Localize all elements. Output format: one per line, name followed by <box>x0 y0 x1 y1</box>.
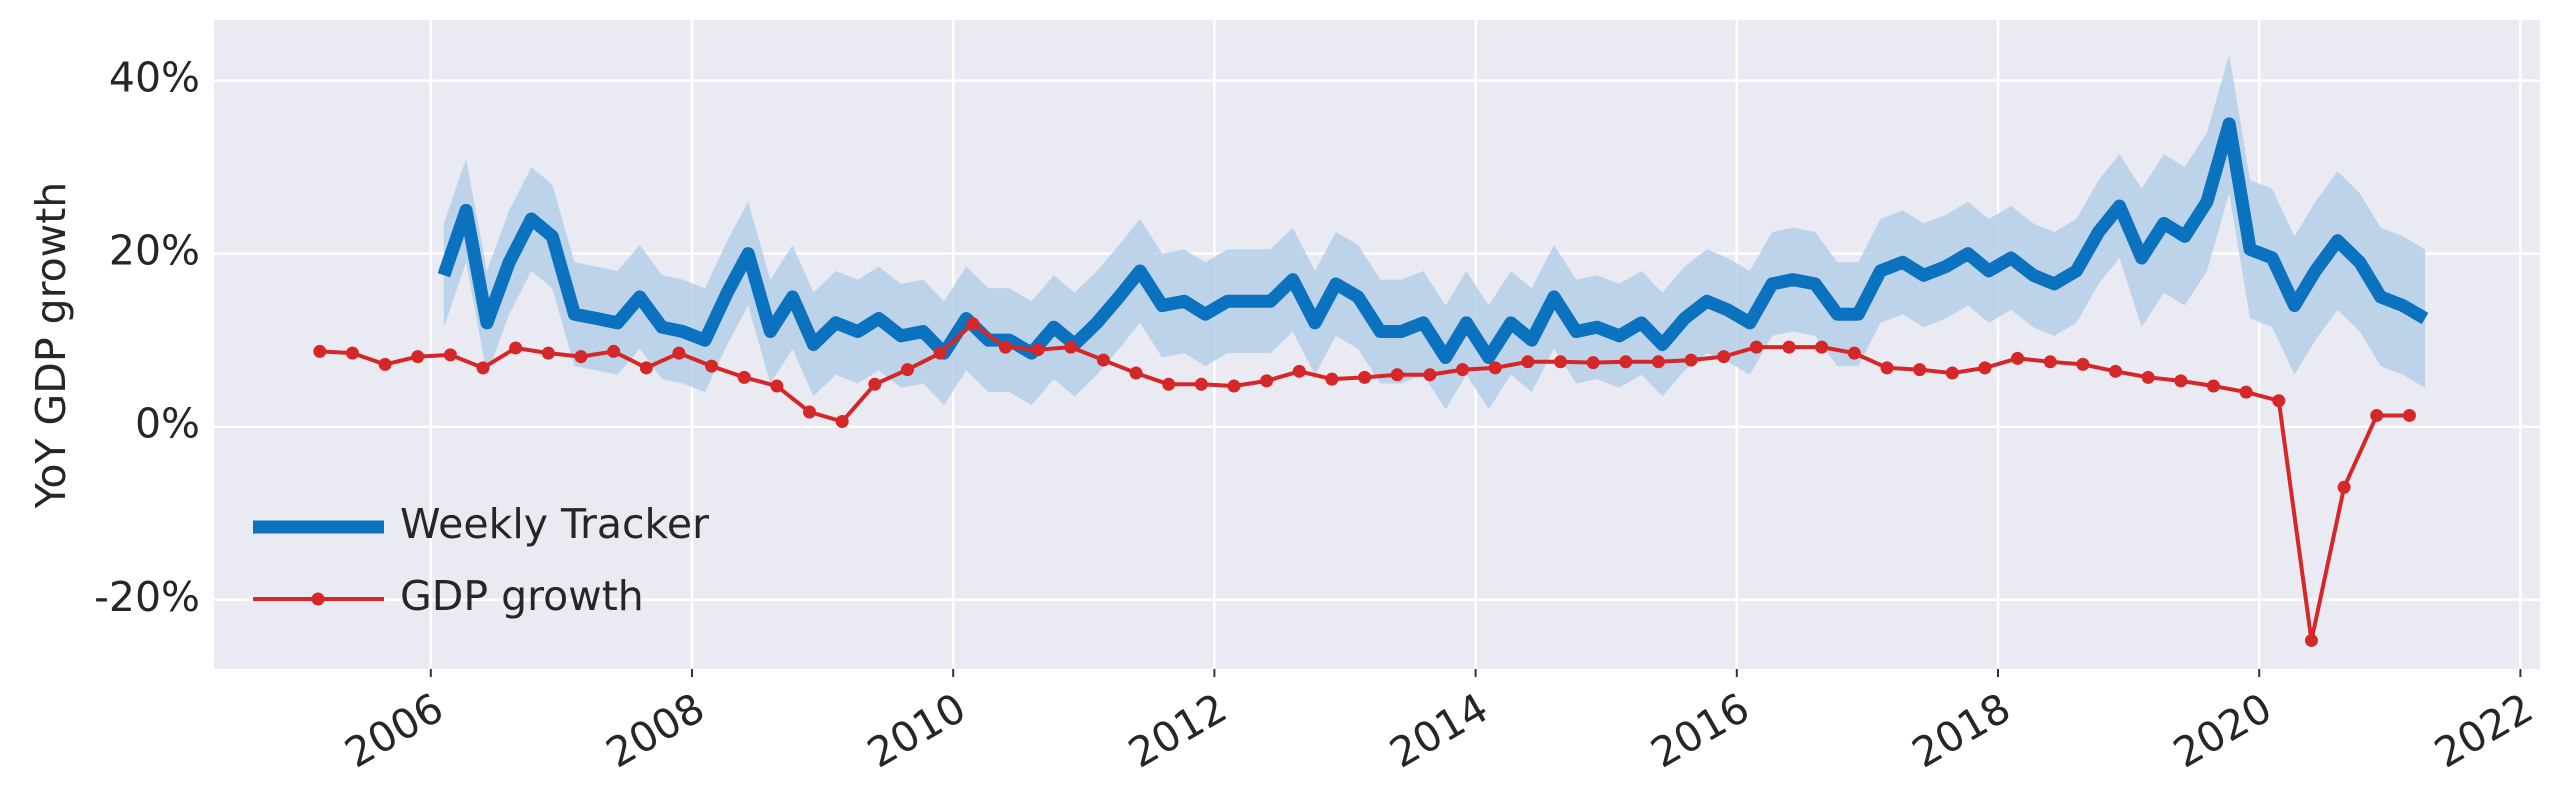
series-line <box>437 117 2429 364</box>
data-point <box>2239 385 2253 399</box>
y-tick-label: -20% <box>94 573 200 621</box>
data-point <box>574 350 588 364</box>
data-point <box>1749 340 1763 354</box>
data-point <box>835 415 849 429</box>
data-point <box>607 344 621 358</box>
data-point <box>2337 480 2351 494</box>
data-point <box>541 346 555 360</box>
data-point <box>2076 357 2090 371</box>
data-point <box>2174 374 2188 388</box>
confidence-band <box>443 54 2426 410</box>
data-point <box>2141 370 2155 384</box>
data-point <box>966 317 980 331</box>
data-point <box>1782 340 1796 354</box>
data-point <box>378 357 392 371</box>
data-point <box>1260 374 1274 388</box>
data-point <box>1815 340 1829 354</box>
data-point <box>1521 355 1535 369</box>
data-point <box>1358 370 1372 384</box>
data-point <box>1488 361 1502 375</box>
data-point <box>2272 394 2286 408</box>
data-point <box>1880 361 1894 375</box>
data-point <box>868 377 882 391</box>
y-tick-label: 0% <box>135 400 200 448</box>
data-point <box>933 346 947 360</box>
data-point <box>1619 355 1633 369</box>
data-point <box>2206 379 2220 393</box>
x-tick-label: 2006 <box>337 684 451 778</box>
data-point <box>1456 363 1470 377</box>
data-point <box>1651 355 1665 369</box>
data-point <box>1194 377 1208 391</box>
data-point <box>1031 343 1045 357</box>
x-tick-label: 2016 <box>1643 684 1757 778</box>
data-point <box>509 341 523 355</box>
data-point <box>1684 353 1698 367</box>
x-tick-label: 2012 <box>1121 684 1235 778</box>
legend-label: Weekly Tracker <box>400 500 709 548</box>
data-point <box>1096 353 1110 367</box>
x-tick-label: 2020 <box>2165 684 2279 778</box>
x-tick-label: 2018 <box>1904 684 2018 778</box>
data-point <box>1717 350 1731 364</box>
data-point <box>1423 368 1437 382</box>
y-tick-label: 40% <box>109 54 200 102</box>
x-tick-label: 2014 <box>1382 684 1496 778</box>
data-point <box>345 346 359 360</box>
data-point <box>1129 366 1143 380</box>
data-point <box>737 370 751 384</box>
legend: Weekly Tracker GDP growth <box>253 500 709 620</box>
data-point <box>672 346 686 360</box>
data-point <box>2043 355 2057 369</box>
legend-label: GDP growth <box>400 572 644 620</box>
data-point <box>1390 368 1404 382</box>
data-point <box>1847 346 1861 360</box>
data-point <box>1553 355 1567 369</box>
data-point <box>313 344 327 358</box>
data-point <box>1064 340 1078 354</box>
y-axis-label: YoY GDP growth <box>27 182 75 510</box>
data-point <box>443 348 457 362</box>
data-point <box>2011 351 2025 365</box>
data-point <box>1227 379 1241 393</box>
data-point <box>2370 408 2384 422</box>
data-layer <box>313 54 2429 647</box>
y-tick-label: 20% <box>109 227 200 275</box>
data-point <box>1978 361 1992 375</box>
data-point <box>1586 356 1600 370</box>
data-point <box>705 359 719 373</box>
legend-marker <box>311 592 325 606</box>
data-point <box>411 350 425 364</box>
data-point <box>900 363 914 377</box>
data-point <box>2109 364 2123 378</box>
data-point <box>2402 408 2416 422</box>
data-point <box>1325 372 1339 386</box>
data-point <box>1945 366 1959 380</box>
data-point <box>1162 377 1176 391</box>
x-tick-label: 2022 <box>2427 684 2541 778</box>
data-point <box>476 361 490 375</box>
x-tick-label: 2010 <box>859 684 973 778</box>
data-point <box>998 340 1012 354</box>
data-point <box>639 361 653 375</box>
x-tick-label: 2008 <box>598 684 712 778</box>
data-point <box>803 405 817 419</box>
data-point <box>770 379 784 393</box>
data-point <box>1913 363 1927 377</box>
data-point <box>2304 633 2318 647</box>
data-point <box>1292 364 1306 378</box>
